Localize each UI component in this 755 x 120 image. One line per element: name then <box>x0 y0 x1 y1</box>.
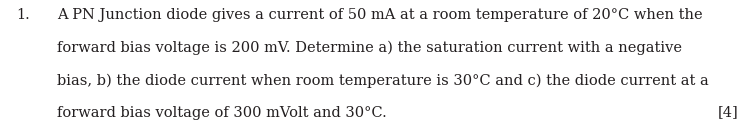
Text: A PN Junction diode gives a current of 50 mA at a room temperature of 20°C when : A PN Junction diode gives a current of 5… <box>57 8 702 22</box>
Text: [4]: [4] <box>718 106 738 120</box>
Text: 1.: 1. <box>17 8 30 22</box>
Text: forward bias voltage is 200 mV. Determine a) the saturation current with a negat: forward bias voltage is 200 mV. Determin… <box>57 41 682 55</box>
Text: forward bias voltage of 300 mVolt and 30°C.: forward bias voltage of 300 mVolt and 30… <box>57 106 387 120</box>
Text: bias, b) the diode current when room temperature is 30°C and c) the diode curren: bias, b) the diode current when room tem… <box>57 73 708 88</box>
